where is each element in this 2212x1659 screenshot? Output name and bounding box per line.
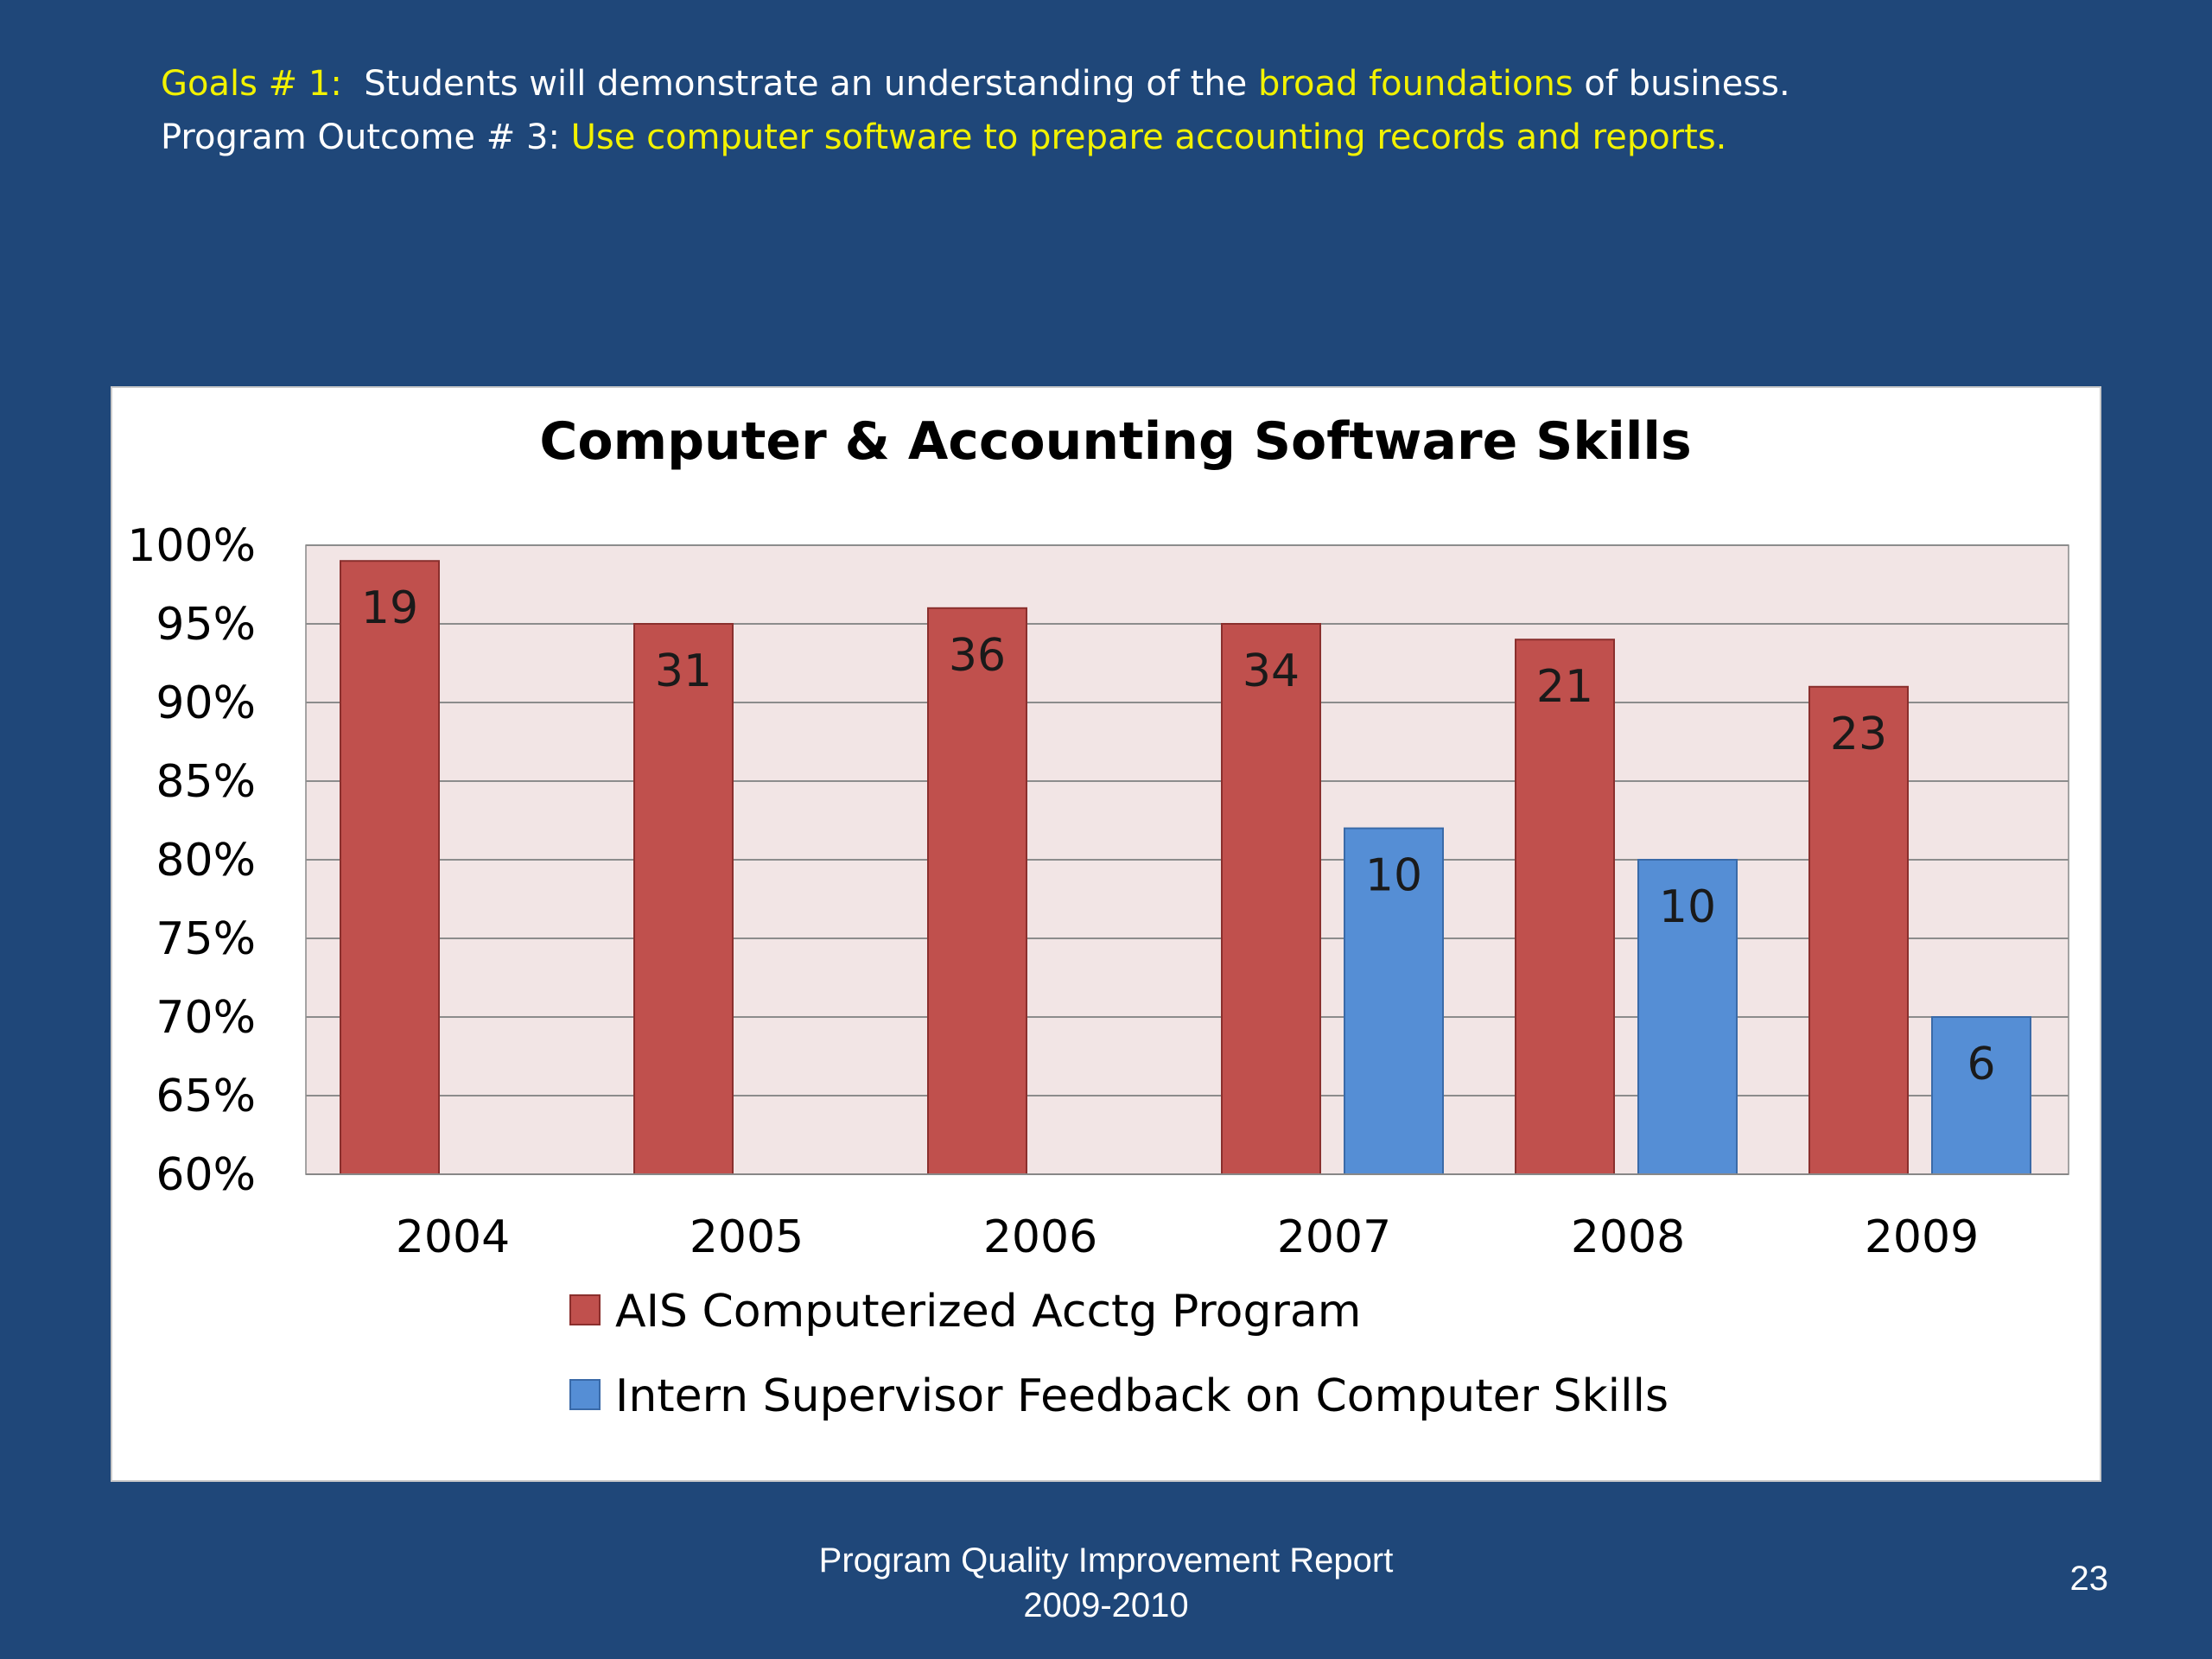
y-tick-label: 60% <box>156 1149 256 1201</box>
chart-container: Computer & Accounting Software Skills 60%… <box>111 386 2101 1482</box>
data-label: 36 <box>949 630 1006 682</box>
outcome-label: Program Outcome # 3: <box>161 118 571 157</box>
x-tick-label: 2005 <box>690 1211 804 1263</box>
data-label: 23 <box>1830 709 1887 760</box>
data-label: 10 <box>1659 881 1716 933</box>
footer: Program Quality Improvement Report 2009-… <box>674 1538 1538 1628</box>
y-tick-label: 75% <box>156 913 256 965</box>
legend-swatch-ais <box>569 1294 601 1325</box>
x-tick-label: 2008 <box>1571 1211 1685 1263</box>
y-tick-label: 70% <box>156 992 256 1044</box>
goal-highlight: broad foundations <box>1258 64 1573 104</box>
bar-ais <box>927 607 1027 1176</box>
outcome-line: Program Outcome # 3: Use computer softwa… <box>161 111 2148 164</box>
data-label: 6 <box>1967 1039 1995 1090</box>
data-label: 10 <box>1365 850 1422 902</box>
page-number: 23 <box>2069 1560 2109 1598</box>
bar-ais <box>1221 623 1321 1175</box>
goal-text-post: of business. <box>1573 64 1790 104</box>
footer-report-title: Program Quality Improvement Report <box>818 1541 1394 1580</box>
data-label: 34 <box>1243 645 1300 697</box>
data-label: 31 <box>655 645 712 697</box>
chart-title: Computer & Accounting Software Skills <box>539 411 1691 472</box>
data-label: 21 <box>1536 661 1593 713</box>
x-tick-label: 2009 <box>1865 1211 1979 1263</box>
legend-label-intern: Intern Supervisor Feedback on Computer S… <box>615 1370 1669 1422</box>
goal-label: Goals # 1: <box>161 64 342 104</box>
bar-chart: Computer & Accounting Software Skills 60%… <box>127 411 2069 1422</box>
legend-label-ais: AIS Computerized Acctg Program <box>615 1286 1361 1338</box>
slide-header: Goals # 1: Students will demonstrate an … <box>161 57 2148 164</box>
goal-line: Goals # 1: Students will demonstrate an … <box>161 57 2148 111</box>
y-tick-label: 95% <box>156 599 256 651</box>
x-tick-label: 2007 <box>1277 1211 1391 1263</box>
outcome-text: Use computer software to prepare account… <box>570 118 1727 157</box>
bar-ais <box>340 560 440 1175</box>
x-tick-label: 2006 <box>983 1211 1097 1263</box>
data-label: 19 <box>361 582 418 634</box>
bar-ais <box>1515 639 1615 1175</box>
legend-swatch-intern <box>569 1379 601 1410</box>
bar-ais <box>633 623 734 1175</box>
y-tick-label: 100% <box>127 520 256 572</box>
y-tick-label: 85% <box>156 756 256 808</box>
goal-text-pre: Students will demonstrate an understandi… <box>341 64 1259 104</box>
y-tick-label: 65% <box>156 1071 256 1122</box>
y-tick-label: 90% <box>156 677 256 729</box>
y-tick-label: 80% <box>156 835 256 887</box>
x-tick-label: 2004 <box>396 1211 510 1263</box>
footer-report-years: 2009-2010 <box>1023 1586 1189 1624</box>
